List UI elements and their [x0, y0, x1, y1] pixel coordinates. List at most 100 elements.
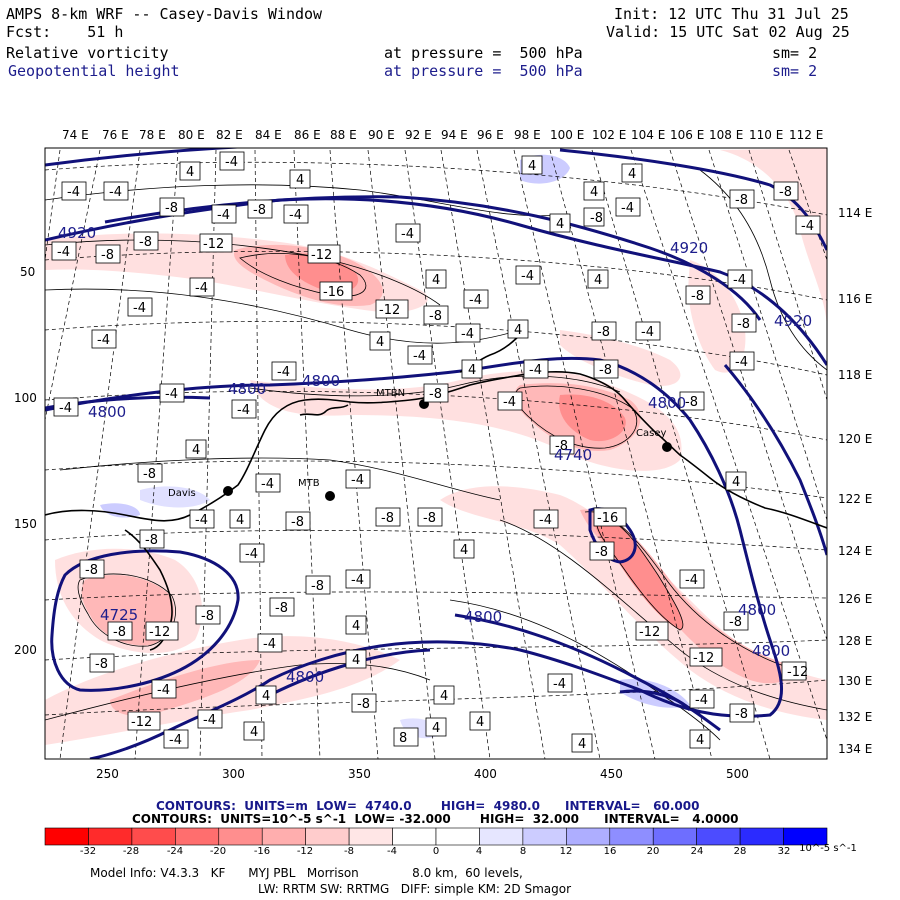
- top-tick: 90 E: [368, 128, 395, 142]
- vort-label: 4: [345, 649, 367, 669]
- colorbar-label: -8: [344, 846, 354, 857]
- vort-label: 4: [507, 319, 529, 339]
- svg-text:4: 4: [468, 363, 476, 378]
- svg-text:-4: -4: [733, 273, 746, 288]
- vort-label: -8: [133, 231, 159, 251]
- vort-label: -8: [729, 703, 755, 723]
- height-labels: 4920 4920 4920 4800 4800 4800 4800 4740 …: [58, 224, 812, 686]
- vort-label: -4: [271, 361, 297, 381]
- height-label: 4920: [670, 239, 708, 257]
- vort-label: -12: [307, 244, 341, 264]
- vort-label: -8: [95, 244, 121, 264]
- valid-time: Valid: 15 UTC Sat 02 Aug 25: [606, 23, 850, 41]
- colorbar-unit: 10^-5 s^-1: [799, 843, 857, 854]
- height-label: 4725: [100, 606, 138, 624]
- svg-text:4: 4: [352, 653, 360, 668]
- vort-label: -8: [589, 541, 615, 561]
- map-frame: [44, 147, 828, 760]
- svg-text:-4: -4: [195, 281, 208, 296]
- field2-name: Geopotential height: [8, 62, 180, 80]
- vort-label: -8: [591, 321, 617, 341]
- vort-label: 4: [369, 331, 391, 351]
- svg-text:-4: -4: [195, 513, 208, 528]
- svg-text:-4: -4: [245, 547, 258, 562]
- colorbar-swatch: [522, 827, 567, 846]
- svg-text:-4: -4: [263, 637, 276, 652]
- svg-text:4: 4: [236, 513, 244, 528]
- station-label-mtb: MTB: [298, 478, 320, 489]
- vort-label: -12: [199, 233, 233, 253]
- colorbar-label: -12: [296, 846, 314, 857]
- forecast-hour: Fcst: 51 h: [6, 23, 124, 41]
- top-tick: 74 E: [62, 128, 89, 142]
- vort-label: -8: [773, 181, 799, 201]
- vort-label: 4: [433, 685, 455, 705]
- top-tick: 106 E: [670, 128, 705, 142]
- vort-label: -4: [497, 391, 523, 411]
- colorbar-swatch: [88, 827, 133, 846]
- svg-text:-8: -8: [735, 193, 748, 208]
- svg-text:4: 4: [594, 273, 602, 288]
- vort-label: -4: [159, 383, 185, 403]
- svg-text:-8: -8: [735, 707, 748, 722]
- field2-sm: sm= 2: [772, 62, 818, 80]
- svg-text:-4: -4: [225, 155, 238, 170]
- right-tick: 130 E: [838, 674, 873, 688]
- svg-text:4: 4: [296, 173, 304, 188]
- svg-text:4: 4: [432, 721, 440, 736]
- vort-label: -8: [139, 529, 165, 549]
- vort-label: -4: [189, 277, 215, 297]
- svg-text:-4: -4: [261, 477, 274, 492]
- vort-label: 4: [229, 509, 251, 529]
- bottom-tick: 450: [600, 767, 623, 781]
- vort-label: -8: [89, 653, 115, 673]
- vort-label: -16: [593, 507, 627, 527]
- svg-text:-8: -8: [429, 309, 442, 324]
- vort-label: -4: [257, 633, 283, 653]
- top-tick: 104 E: [631, 128, 666, 142]
- vort-label: 4: [587, 269, 609, 289]
- svg-text:-12: -12: [787, 665, 808, 680]
- vort-label: -4: [219, 151, 245, 171]
- vort-label: -8: [195, 605, 221, 625]
- svg-text:-8: -8: [691, 289, 704, 304]
- svg-text:-16: -16: [323, 285, 344, 300]
- svg-text:-4: -4: [521, 269, 534, 284]
- bottom-tick: 400: [474, 767, 497, 781]
- vort-label: -8: [137, 463, 163, 483]
- station-label-davis: Davis: [168, 488, 196, 499]
- vort-label: -4: [615, 197, 641, 217]
- svg-text:-8: -8: [85, 563, 98, 578]
- colorbar-label: 8: [519, 846, 527, 857]
- colorbar-label: 16: [603, 846, 617, 857]
- svg-text:4: 4: [376, 335, 384, 350]
- svg-text:-16: -16: [597, 511, 618, 526]
- svg-text:-8: -8: [113, 625, 126, 640]
- svg-text:4: 4: [556, 217, 564, 232]
- vort-label: -12: [635, 621, 669, 641]
- vort-label: -4: [189, 509, 215, 529]
- height-contour-info: CONTOURS: UNITS=m LOW= 4740.0 HIGH= 4980…: [156, 799, 700, 813]
- svg-text:-8: -8: [139, 235, 152, 250]
- svg-text:-4: -4: [351, 473, 364, 488]
- svg-text:-8: -8: [201, 609, 214, 624]
- svg-text:-4: -4: [67, 185, 80, 200]
- svg-text:-8: -8: [311, 579, 324, 594]
- top-tick: 98 E: [514, 128, 541, 142]
- svg-text:4: 4: [476, 715, 484, 730]
- vort-label: -4: [127, 297, 153, 317]
- colorbar-label: 32: [777, 846, 791, 857]
- colorbar-swatch: [348, 827, 393, 846]
- svg-text:-8: -8: [101, 248, 114, 263]
- vort-label: -4: [727, 269, 753, 289]
- top-tick: 100 E: [550, 128, 585, 142]
- colorbar-swatch: [566, 827, 611, 846]
- vort-label: -4: [91, 329, 117, 349]
- svg-text:-4: -4: [801, 219, 814, 234]
- svg-text:-4: -4: [413, 349, 426, 364]
- left-tick: 200: [14, 643, 37, 657]
- vort-label: -4: [455, 323, 481, 343]
- vort-label: -8: [79, 559, 105, 579]
- field2-level: at pressure = 500 hPa: [384, 62, 583, 80]
